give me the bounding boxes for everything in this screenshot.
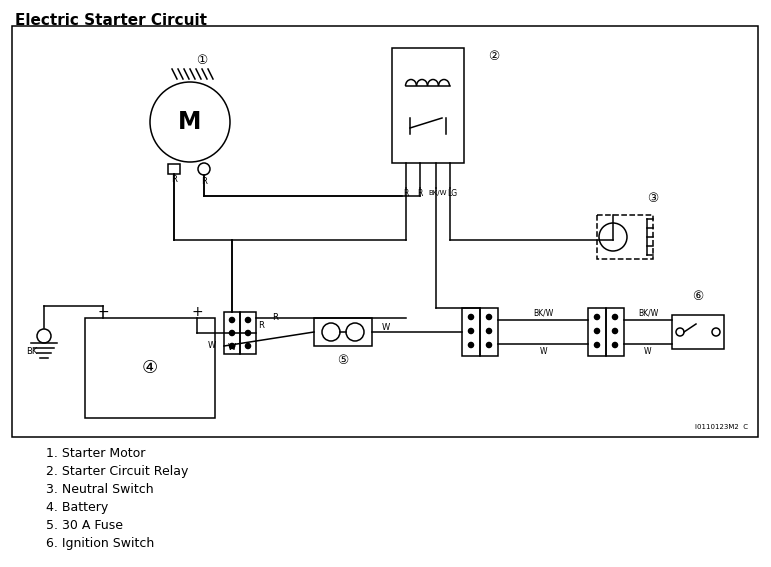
Bar	[240, 312, 256, 354]
Text: R: R	[417, 188, 423, 197]
Circle shape	[594, 342, 600, 348]
Bar	[462, 308, 480, 356]
Circle shape	[487, 315, 491, 319]
Text: ②: ②	[488, 49, 500, 62]
Text: BK: BK	[26, 348, 38, 357]
Circle shape	[487, 328, 491, 333]
Circle shape	[469, 342, 473, 348]
Circle shape	[594, 315, 600, 319]
Text: BK/W: BK/W	[533, 308, 553, 318]
Text: 6. Ignition Switch: 6. Ignition Switch	[46, 537, 154, 550]
Text: ④: ④	[142, 359, 158, 377]
Bar	[606, 308, 624, 356]
Circle shape	[230, 318, 234, 323]
Circle shape	[612, 328, 618, 333]
Text: BK/W: BK/W	[429, 190, 447, 196]
Text: R: R	[171, 176, 177, 184]
Circle shape	[230, 344, 234, 349]
Text: 1. Starter Motor: 1. Starter Motor	[46, 447, 146, 460]
Circle shape	[469, 315, 473, 319]
Circle shape	[487, 342, 491, 348]
Text: W: W	[227, 344, 236, 353]
Text: ⑥: ⑥	[692, 290, 704, 303]
Text: M: M	[178, 110, 202, 134]
Bar	[672, 315, 724, 349]
Text: W: W	[645, 346, 651, 356]
Circle shape	[594, 328, 600, 333]
Text: W: W	[207, 341, 216, 350]
Circle shape	[230, 331, 234, 336]
Text: I0110123M2  C: I0110123M2 C	[695, 424, 748, 430]
Text: W: W	[539, 346, 547, 356]
Circle shape	[245, 318, 251, 323]
Circle shape	[612, 342, 618, 348]
Circle shape	[612, 315, 618, 319]
Circle shape	[245, 331, 251, 336]
Text: 5. 30 A Fuse: 5. 30 A Fuse	[46, 519, 123, 532]
Text: 4. Battery: 4. Battery	[46, 501, 108, 514]
Text: R: R	[403, 188, 409, 197]
Text: 2. Starter Circuit Relay: 2. Starter Circuit Relay	[46, 465, 188, 478]
Text: R: R	[258, 321, 264, 331]
Text: +: +	[191, 305, 203, 319]
Bar	[588, 308, 606, 356]
Bar	[168, 164, 180, 174]
Text: LG: LG	[447, 188, 457, 197]
Text: 3. Neutral Switch: 3. Neutral Switch	[46, 483, 153, 496]
Text: ⑤: ⑤	[338, 353, 348, 366]
Text: −: −	[97, 305, 109, 319]
Bar	[314, 318, 372, 346]
Text: BK/W: BK/W	[638, 308, 658, 318]
Bar	[12, 26, 758, 437]
Text: ③: ③	[648, 193, 658, 205]
Bar	[480, 308, 498, 356]
Text: Electric Starter Circuit: Electric Starter Circuit	[15, 13, 207, 28]
Bar	[224, 312, 240, 354]
Text: ①: ①	[197, 53, 207, 66]
Text: W: W	[382, 324, 390, 332]
Text: R: R	[201, 176, 207, 185]
Circle shape	[469, 328, 473, 333]
Bar	[597, 215, 653, 259]
Bar	[392, 48, 464, 163]
Circle shape	[245, 344, 251, 349]
Text: R: R	[272, 314, 278, 323]
Bar	[85, 318, 215, 418]
